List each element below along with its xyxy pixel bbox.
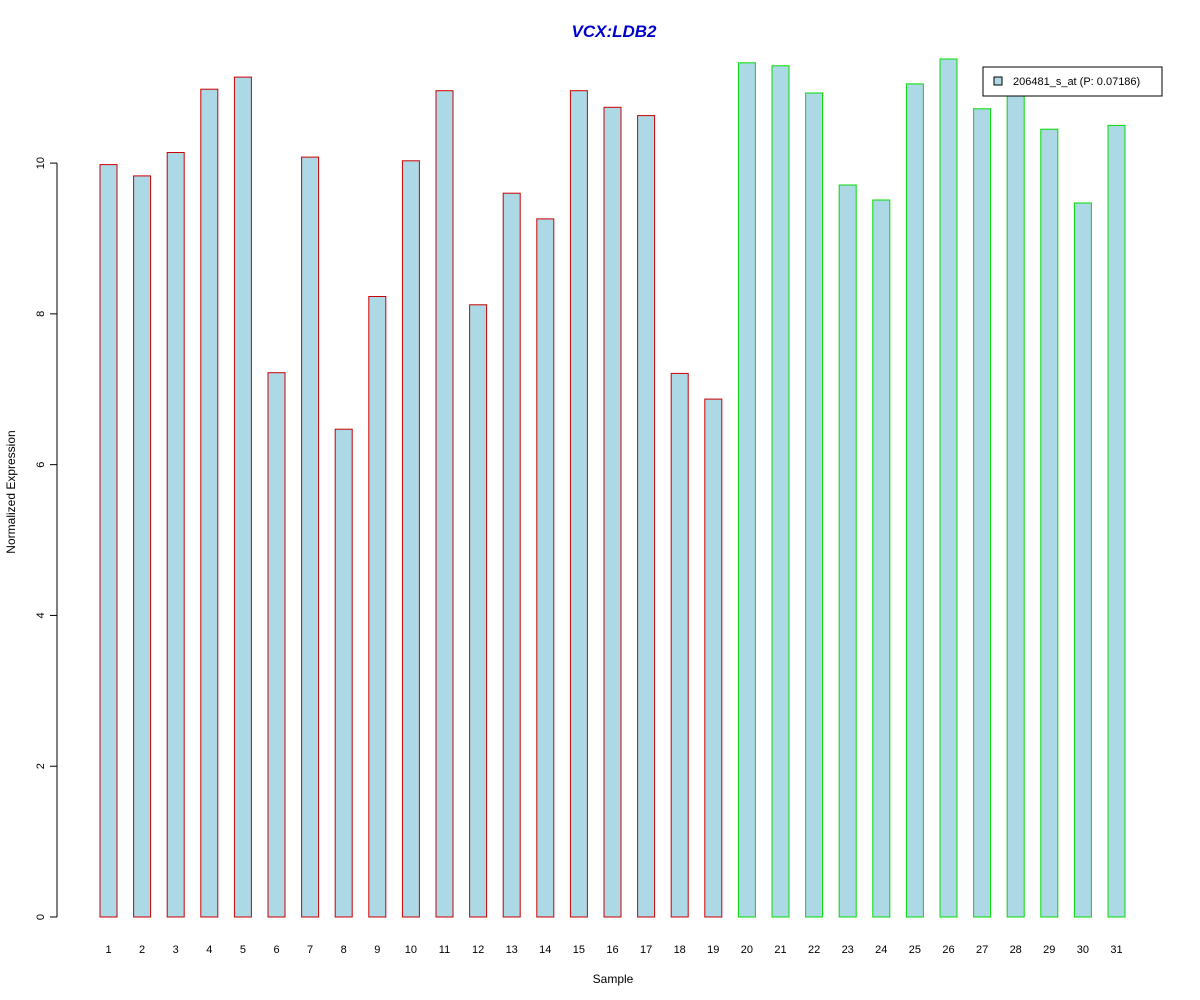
bar-sample-28 [1006,82,1025,918]
x-tick-label: 9 [374,944,380,956]
bar-sample-17 [637,115,656,918]
x-tick-labels: 1 2 3 4 5 6 7 8 9 10 11 12 13 14 15 16 17 18 19 20 21 22 23 24 2… [105,944,1122,956]
bar-sample-4 [200,88,219,918]
legend-box [982,66,1163,97]
bar-sample-18 [670,372,689,918]
x-tick-label: 14 [539,944,551,956]
y-axis-label: Normalized Expression [4,430,18,553]
bar-sample-13 [502,192,521,918]
bars [99,58,1126,918]
x-tick-label: 11 [439,944,450,956]
x-tick-label: 29 [1043,944,1055,956]
bar-sample-21 [771,65,790,918]
bar-sample-22 [805,92,824,918]
bar-sample-19 [704,398,723,918]
bar-sample-12 [469,304,488,918]
bar-sample-29 [1040,128,1059,918]
x-tick-label: 23 [842,944,854,956]
bar-sample-24 [872,199,891,918]
bar-sample-15 [569,90,588,918]
legend: 206481_s_at (P: 0.07186) [982,66,1163,97]
x-tick-label: 4 [206,944,212,956]
x-tick-label: 21 [774,944,786,956]
bar-sample-31 [1107,124,1126,918]
chart-title: VCX:LDB2 [571,22,657,41]
x-tick-label: 19 [707,944,719,956]
bar-sample-6 [267,372,286,918]
y-tick-label: 10 [35,157,47,169]
x-tick-label: 28 [1010,944,1022,956]
x-tick-label: 22 [808,944,820,956]
x-tick-label: 3 [173,944,179,956]
x-tick-label: 15 [573,944,585,956]
x-tick-label: 16 [606,944,618,956]
legend-swatch [993,76,1003,86]
x-tick-label: 8 [341,944,347,956]
x-tick-label: 13 [506,944,518,956]
y-axis: 0 2 4 6 8 10 [35,157,58,920]
bar-sample-27 [973,108,992,918]
bar-sample-11 [435,90,454,918]
y-tick-label: 2 [35,763,47,769]
x-tick-label: 2 [139,944,145,956]
y-tick-label: 4 [35,612,47,618]
bar-sample-20 [737,62,756,918]
x-tick-label: 18 [674,944,686,956]
x-tick-label: 7 [307,944,313,956]
bar-sample-5 [233,76,252,918]
bar-sample-10 [401,160,420,918]
bar-sample-14 [536,218,555,918]
x-tick-label: 12 [472,944,484,956]
bar-sample-1 [99,164,118,918]
x-tick-label: 10 [405,944,417,956]
y-tick-label: 0 [35,914,47,920]
bar-sample-23 [838,184,857,918]
x-tick-label: 6 [273,944,279,956]
bar-sample-16 [603,106,622,918]
bar-sample-8 [334,428,353,918]
bar-sample-30 [1073,202,1092,918]
y-tick-label: 8 [35,311,47,317]
x-tick-label: 25 [909,944,921,956]
x-tick-label: 31 [1110,944,1122,956]
bar-sample-25 [905,83,924,918]
x-tick-label: 30 [1077,944,1089,956]
bar-sample-3 [166,152,185,918]
x-tick-label: 20 [741,944,753,956]
x-tick-label: 17 [640,944,652,956]
bar-sample-2 [133,175,152,918]
bar-sample-9 [368,296,387,918]
legend-label: 206481_s_at (P: 0.07186) [1013,76,1140,88]
x-axis-label: Sample [593,972,634,986]
bar-sample-7 [301,156,320,918]
x-tick-label: 27 [976,944,988,956]
x-tick-label: 24 [875,944,887,956]
x-tick-label: 5 [240,944,246,956]
x-tick-label: 26 [942,944,954,956]
x-tick-label: 1 [105,944,111,956]
bar-sample-26 [939,58,958,918]
y-tick-label: 6 [35,462,47,468]
